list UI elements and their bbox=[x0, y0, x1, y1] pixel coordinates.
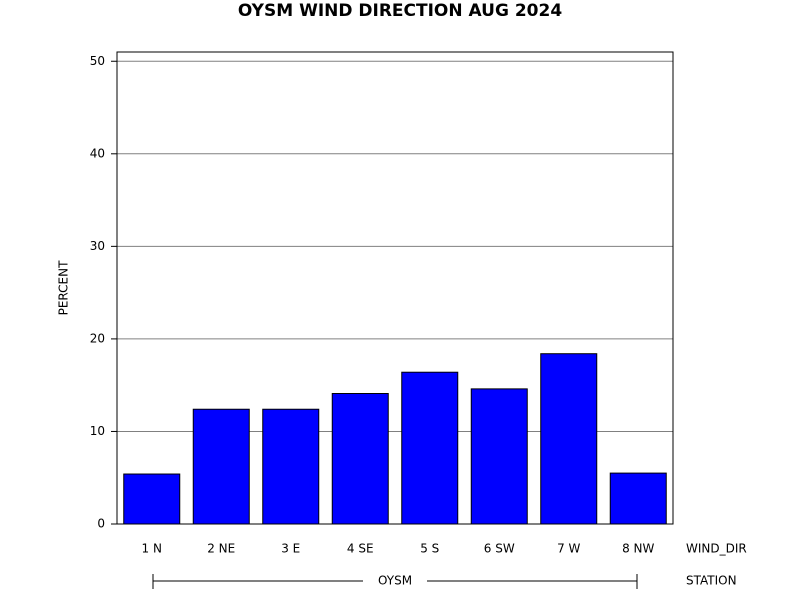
x-tick-label: 6 SW bbox=[484, 542, 515, 556]
x-tick-label: 7 W bbox=[557, 542, 580, 556]
x-tick-label: 2 NE bbox=[207, 542, 235, 556]
y-tick-label: 0 bbox=[97, 517, 105, 531]
x-tick-label: 1 N bbox=[142, 542, 162, 556]
bar bbox=[192, 408, 250, 525]
y-tick-label: 50 bbox=[90, 54, 105, 68]
y-tick-label: 10 bbox=[90, 424, 105, 438]
bar bbox=[609, 472, 667, 525]
bar bbox=[123, 473, 181, 525]
bar bbox=[331, 393, 389, 525]
x-tick-label: 3 E bbox=[281, 542, 300, 556]
bar bbox=[470, 388, 528, 525]
group-axis-label: STATION bbox=[686, 574, 737, 588]
y-tick-label: 40 bbox=[90, 146, 105, 160]
chart-title: OYSM WIND DIRECTION AUG 2024 bbox=[238, 1, 562, 21]
x-axis-label: WIND_DIR bbox=[686, 542, 747, 556]
y-axis-label: PERCENT bbox=[57, 260, 71, 315]
bar bbox=[401, 371, 459, 525]
plot-frame bbox=[116, 51, 674, 525]
y-tick-label: 30 bbox=[90, 239, 105, 253]
y-tick-label: 20 bbox=[90, 331, 105, 345]
x-tick-label: 8 NW bbox=[622, 542, 654, 556]
group-label: OYSM bbox=[378, 574, 412, 588]
bar bbox=[540, 353, 598, 525]
bar bbox=[262, 408, 320, 525]
x-tick-label: 5 S bbox=[420, 542, 439, 556]
x-tick-label: 4 SE bbox=[347, 542, 374, 556]
